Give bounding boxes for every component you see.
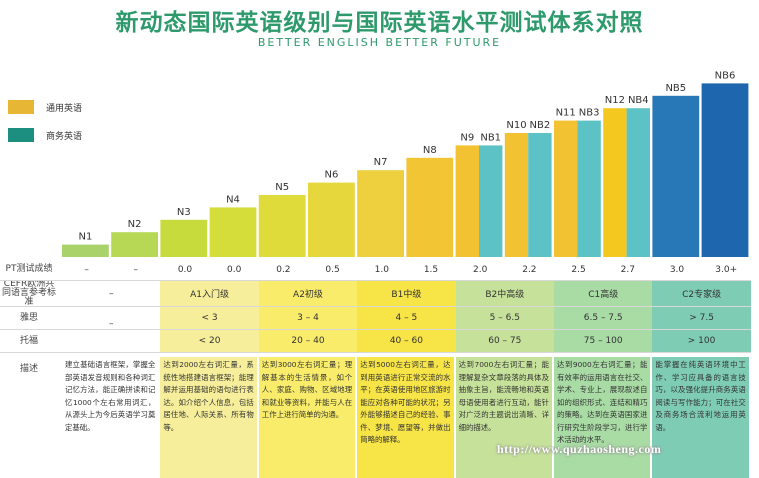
ielts-cell: 3 – 4 (258, 307, 358, 329)
pt-cell: 0.5 (325, 264, 340, 275)
ielts-cell: 6.5 – 7.5 (554, 307, 653, 329)
cefr-cell: – (62, 281, 161, 306)
description-cell: 达到5000左右词汇量，达到用英语进行正常交流的水平；在英语使用地区旅游时能应对… (357, 357, 454, 478)
row-label-ielts: 雅思 (19, 312, 38, 323)
bar-label-n6: N6 (324, 170, 338, 181)
bar-nb3 (577, 120, 601, 257)
cefr-cell: B2中高级 (455, 281, 554, 306)
bar-label-n11: N11 (556, 108, 576, 119)
toefl-cell: < 20 (160, 330, 259, 352)
bar-label-n4: N4 (226, 194, 240, 205)
pt-cell: 3.0 (669, 264, 685, 275)
ielts-cell: 4 – 5 (357, 307, 456, 329)
pt-cell: 2.5 (571, 264, 586, 275)
bar-n1 (62, 244, 109, 257)
row-divider (0, 329, 751, 330)
row-divider (0, 352, 751, 353)
description-cell: 达到2000左右词汇量，系统性地搭建语言框架；能理解并运用基础的语句进行表达。如… (160, 357, 257, 478)
ielts-cell: > 7.5 (652, 307, 751, 329)
bar-n4 (209, 207, 257, 257)
ielts-cell: 5 – 6.5 (455, 307, 554, 329)
bar-label-nb4: NB4 (628, 95, 649, 106)
legend-item-business: 商务英语 (8, 128, 82, 142)
bar-n11 (554, 120, 578, 257)
bar-nb5 (652, 95, 700, 257)
legend-swatch-business (8, 128, 34, 142)
toefl-cell: > 100 (652, 330, 751, 352)
row-label-cefr: CEFR欧洲共同语言参考标准 (1, 281, 56, 306)
pt-cell: 1.5 (423, 264, 439, 275)
legend-label-general: 通用英语 (46, 103, 83, 114)
bar-label-n9: N9 (460, 132, 474, 143)
row-divider (0, 280, 751, 281)
bar-label-nb2: NB2 (530, 120, 551, 131)
bar-n12 (603, 108, 627, 257)
ielts-cell: < 3 (160, 307, 259, 329)
bar-n9 (455, 145, 479, 257)
cefr-cell: B1中级 (357, 281, 456, 306)
page-subtitle: BETTER ENGLISH BETTER FUTURE (257, 36, 502, 49)
bar-n3 (160, 219, 208, 257)
description-cell: 达到7000左右词汇量；能理解复杂文章段落的具体及抽象主旨，能流畅地和英语母语使… (455, 357, 552, 478)
bar-n7 (357, 170, 404, 257)
pt-cell: 3.0+ (715, 264, 738, 275)
toefl-cell: 75 – 100 (554, 330, 653, 352)
toefl-cell: 60 – 75 (455, 330, 554, 352)
legend-label-business: 商务英语 (46, 131, 83, 142)
description-cell: 达到9000左右词汇量；能有效率的运用语言在社交、学术、专业上，展现叙述自如的组… (554, 357, 651, 478)
cefr-cell: A2初级 (258, 281, 358, 306)
cefr-cell: C2专家级 (652, 281, 751, 306)
bar-label-n1: N1 (78, 232, 92, 243)
bar-nb2 (528, 133, 552, 257)
bar-label-nb1: NB1 (480, 132, 501, 143)
legend-swatch-general (8, 100, 34, 114)
row-label-pt: PT测试成绩 (5, 264, 53, 274)
cefr-cell: C1高级 (554, 281, 653, 306)
pt-cell: – (133, 264, 139, 275)
bar-label-nb5: NB5 (665, 83, 686, 94)
bar-label-n3: N3 (177, 207, 191, 218)
bar-label-n7: N7 (374, 157, 388, 168)
description-cell: 建立基础语言框架，掌握全部英语发音规则和各种词汇记忆方法，能正确拼读和记忆100… (65, 360, 156, 432)
pt-cell: 2.0 (473, 264, 488, 275)
bar-n8 (406, 157, 454, 257)
row-label-description: 描述 (19, 363, 38, 374)
bar-chart: N1 N2 N3 N4 N5 N6 N7 N8 N9 NB1 N10 NB2 N11 NB3 N12 NB4 N… (62, 70, 749, 258)
bar-n6 (308, 182, 355, 257)
pt-cell: 2.2 (522, 264, 537, 275)
cefr-cell: A1入门级 (160, 281, 259, 306)
watermark-url: http://www.quzhaosheng.com (497, 442, 662, 456)
bar-label-n10: N10 (506, 120, 526, 131)
pt-cell: 2.7 (620, 264, 635, 275)
bar-label-nb3: NB3 (579, 108, 600, 119)
pt-cell: 1.0 (374, 264, 389, 275)
row-label-toefl: 托福 (19, 335, 38, 346)
bar-label-n5: N5 (275, 182, 289, 193)
legend-item-general: 通用英语 (8, 100, 82, 114)
toefl-empty-cell (62, 330, 161, 352)
bar-label-n8: N8 (423, 145, 437, 156)
bar-label-nb6: NB6 (715, 70, 736, 81)
bar-n10 (504, 133, 529, 257)
description-cell: 能掌握在纯英语环境中工作、学习应具备的语言技巧，以及强化提升商务英语阅读与写作能… (652, 357, 749, 478)
row-divider (0, 306, 751, 307)
bar-nb4 (626, 108, 650, 257)
page-title: 新动态国际英语级别与国际英语水平测试体系对照 (115, 10, 644, 36)
bar-label-n12: N12 (605, 95, 625, 106)
description-cell: 达到3000左右词汇量；理解基本的生活情景，如个人、家庭、购物、区域地理和就业等… (258, 357, 356, 478)
bar-nb1 (479, 145, 503, 257)
pt-cell: 0.0 (227, 264, 242, 275)
pt-cell: – (84, 264, 89, 275)
bar-n2 (111, 232, 158, 257)
pt-cell: 0.0 (177, 264, 193, 275)
bar-label-n2: N2 (128, 219, 142, 230)
bar-nb6 (701, 83, 749, 258)
pt-cell: 0.2 (276, 264, 291, 275)
bar-n5 (258, 195, 306, 257)
toefl-cell: 20 – 40 (258, 330, 358, 352)
toefl-cell: 40 – 60 (357, 330, 456, 352)
ielts-cell: – (62, 307, 161, 329)
legend: 通用英语 商务英语 (8, 100, 82, 156)
